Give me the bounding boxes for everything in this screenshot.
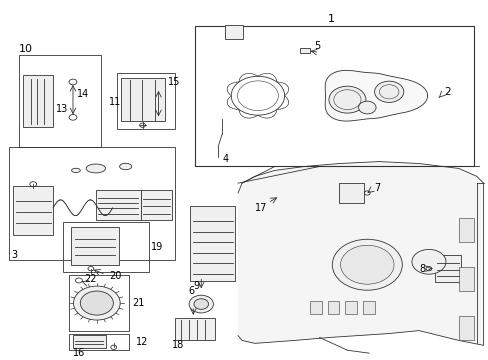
Text: 8: 8 <box>418 264 424 274</box>
Bar <box>13 186 53 235</box>
Circle shape <box>189 295 213 313</box>
Bar <box>458 316 473 341</box>
Bar <box>345 301 357 314</box>
Text: 6: 6 <box>188 286 194 296</box>
Bar <box>96 190 141 220</box>
Bar <box>9 147 175 260</box>
Bar <box>69 333 128 350</box>
Bar <box>121 78 165 121</box>
Polygon shape <box>325 70 427 121</box>
Text: 10: 10 <box>19 44 33 54</box>
Text: 11: 11 <box>108 96 121 107</box>
Text: 7: 7 <box>373 183 380 193</box>
Circle shape <box>340 245 393 284</box>
Text: 20: 20 <box>108 271 121 280</box>
Bar <box>458 267 473 291</box>
Text: 4: 4 <box>222 154 228 163</box>
Circle shape <box>358 101 375 114</box>
Bar <box>69 275 128 330</box>
Ellipse shape <box>71 168 80 172</box>
Bar <box>224 25 243 39</box>
Circle shape <box>73 286 120 320</box>
Bar <box>19 55 101 147</box>
Bar <box>141 190 172 220</box>
Bar <box>458 217 473 242</box>
Bar <box>190 206 235 282</box>
Bar <box>195 26 473 166</box>
Circle shape <box>411 249 445 274</box>
Text: 16: 16 <box>73 348 85 358</box>
Bar <box>73 336 105 348</box>
Circle shape <box>332 239 402 290</box>
Ellipse shape <box>86 164 105 173</box>
Circle shape <box>328 86 365 113</box>
Text: 5: 5 <box>314 41 320 51</box>
Text: 9: 9 <box>193 282 199 291</box>
Text: 14: 14 <box>77 89 89 99</box>
Circle shape <box>374 81 403 102</box>
Text: 21: 21 <box>132 298 145 308</box>
Bar <box>434 255 460 283</box>
Text: 3: 3 <box>11 250 18 260</box>
Bar <box>309 301 321 314</box>
Bar <box>299 48 310 53</box>
Text: 19: 19 <box>150 242 163 252</box>
Text: 18: 18 <box>172 340 184 350</box>
Circle shape <box>80 291 113 315</box>
Bar <box>339 183 364 203</box>
Bar <box>363 301 374 314</box>
Bar <box>327 301 339 314</box>
Bar <box>117 73 175 129</box>
Bar <box>71 228 119 265</box>
Text: 1: 1 <box>327 14 334 24</box>
Text: 17: 17 <box>254 203 267 213</box>
Bar <box>175 318 215 341</box>
Bar <box>23 75 53 127</box>
Ellipse shape <box>120 163 131 170</box>
Text: 13: 13 <box>56 104 68 114</box>
Bar <box>63 221 148 272</box>
Text: 2: 2 <box>443 87 449 97</box>
Text: 12: 12 <box>135 337 148 347</box>
Text: 22: 22 <box>84 274 96 284</box>
Polygon shape <box>238 162 483 345</box>
Text: 15: 15 <box>168 77 181 87</box>
Circle shape <box>194 299 208 309</box>
